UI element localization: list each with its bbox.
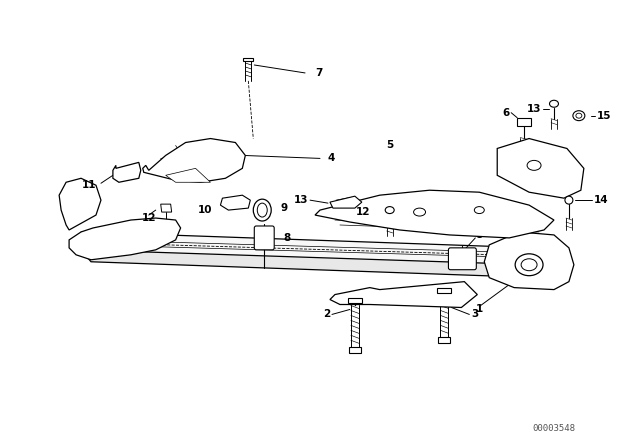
Polygon shape xyxy=(315,190,554,238)
Polygon shape xyxy=(243,58,253,61)
Ellipse shape xyxy=(474,207,484,214)
Circle shape xyxy=(565,196,573,204)
Ellipse shape xyxy=(573,111,585,121)
Polygon shape xyxy=(349,347,361,353)
Text: 3: 3 xyxy=(471,310,479,319)
Polygon shape xyxy=(220,195,250,210)
Polygon shape xyxy=(517,118,531,125)
Polygon shape xyxy=(81,250,539,278)
Text: 15: 15 xyxy=(596,111,611,121)
Text: 11: 11 xyxy=(82,180,96,190)
Text: 6: 6 xyxy=(502,108,509,118)
Polygon shape xyxy=(143,138,245,182)
Ellipse shape xyxy=(527,160,541,170)
Polygon shape xyxy=(166,168,211,182)
Ellipse shape xyxy=(515,254,543,276)
Polygon shape xyxy=(438,337,451,343)
Text: 10: 10 xyxy=(198,205,212,215)
Polygon shape xyxy=(330,196,362,208)
Text: 7: 7 xyxy=(315,68,323,78)
Polygon shape xyxy=(438,288,451,293)
Polygon shape xyxy=(484,232,574,289)
Text: 13: 13 xyxy=(294,195,308,205)
Text: 12: 12 xyxy=(356,207,371,217)
Text: 14: 14 xyxy=(594,195,609,205)
Polygon shape xyxy=(161,204,172,212)
Text: 4: 4 xyxy=(328,153,335,164)
Ellipse shape xyxy=(550,100,559,107)
Polygon shape xyxy=(113,162,141,182)
Ellipse shape xyxy=(385,207,394,214)
Text: 9: 9 xyxy=(280,203,287,213)
Ellipse shape xyxy=(253,199,271,221)
FancyBboxPatch shape xyxy=(254,226,274,250)
Text: 13: 13 xyxy=(527,104,541,114)
Ellipse shape xyxy=(257,203,268,217)
Text: 1: 1 xyxy=(476,305,483,314)
Ellipse shape xyxy=(521,259,537,271)
Polygon shape xyxy=(69,218,180,260)
Ellipse shape xyxy=(413,208,426,216)
Text: 5: 5 xyxy=(386,141,394,151)
Text: 8: 8 xyxy=(283,233,291,243)
Text: 2: 2 xyxy=(323,310,330,319)
Polygon shape xyxy=(497,138,584,198)
Polygon shape xyxy=(330,282,477,307)
Polygon shape xyxy=(81,232,539,271)
FancyBboxPatch shape xyxy=(449,248,476,270)
Ellipse shape xyxy=(576,113,582,118)
Text: 00003548: 00003548 xyxy=(532,424,575,433)
Text: 12: 12 xyxy=(141,213,156,223)
Text: 8: 8 xyxy=(476,230,483,240)
Polygon shape xyxy=(348,297,362,302)
Polygon shape xyxy=(59,178,101,230)
